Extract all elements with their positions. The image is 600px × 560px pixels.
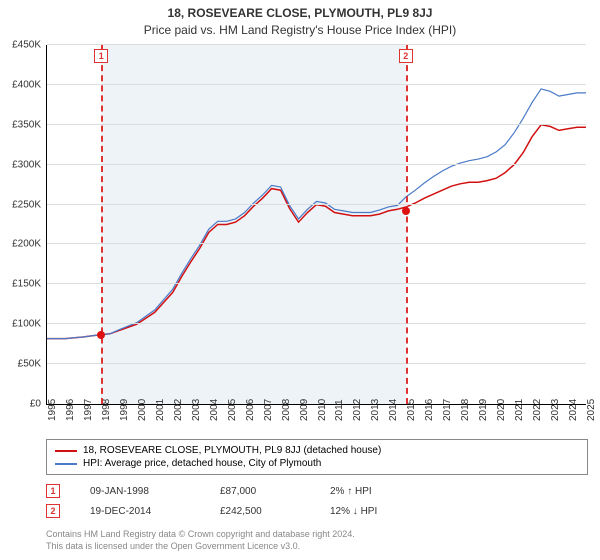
gridline xyxy=(47,283,586,284)
transaction-marker-badge: 1 xyxy=(94,49,108,63)
x-axis-label: 2021 xyxy=(514,399,525,421)
y-axis-label: £50K xyxy=(1,359,41,370)
x-axis-label: 2016 xyxy=(424,399,435,421)
gridline xyxy=(47,164,586,165)
x-axis-label: 1995 xyxy=(47,399,58,421)
transaction-price: £242,500 xyxy=(220,506,300,517)
x-axis-label: 2001 xyxy=(155,399,166,421)
x-axis-label: 2002 xyxy=(173,399,184,421)
chart-subtitle: Price paid vs. HM Land Registry's House … xyxy=(0,20,600,45)
x-axis-label: 2006 xyxy=(245,399,256,421)
plot-area: £0£50K£100K£150K£200K£250K£300K£350K£400… xyxy=(46,45,586,405)
transaction-date: 19-DEC-2014 xyxy=(90,506,190,517)
y-axis-label: £100K xyxy=(1,319,41,330)
legend-item: 18, ROSEVEARE CLOSE, PLYMOUTH, PL9 8JJ (… xyxy=(55,444,579,457)
transaction-delta: 12% ↓ HPI xyxy=(330,506,377,517)
x-axis-label: 2014 xyxy=(388,399,399,421)
gridline xyxy=(47,124,586,125)
x-axis-label: 2010 xyxy=(317,399,328,421)
y-axis-label: £350K xyxy=(1,119,41,130)
y-axis-label: £200K xyxy=(1,239,41,250)
x-axis-label: 2024 xyxy=(568,399,579,421)
y-axis-label: £400K xyxy=(1,79,41,90)
x-axis-label: 2009 xyxy=(299,399,310,421)
x-axis-label: 2019 xyxy=(478,399,489,421)
legend-label: 18, ROSEVEARE CLOSE, PLYMOUTH, PL9 8JJ (… xyxy=(83,445,381,456)
x-axis-label: 2013 xyxy=(370,399,381,421)
transaction-table: 1 09-JAN-1998 £87,000 2% ↑ HPI 2 19-DEC-2014 £… xyxy=(46,481,588,521)
x-axis-label: 1997 xyxy=(83,399,94,421)
gridline xyxy=(47,204,586,205)
transaction-row: 2 19-DEC-2014 £242,500 12% ↓ HPI xyxy=(46,501,588,521)
x-axis-label: 1999 xyxy=(119,399,130,421)
x-axis-label: 2008 xyxy=(281,399,292,421)
x-axis-label: 2018 xyxy=(460,399,471,421)
x-axis-label: 2023 xyxy=(550,399,561,421)
gridline xyxy=(47,44,586,45)
gridline xyxy=(47,84,586,85)
transaction-row: 1 09-JAN-1998 £87,000 2% ↑ HPI xyxy=(46,481,588,501)
x-axis-label: 2012 xyxy=(352,399,363,421)
transaction-date: 09-JAN-1998 xyxy=(90,486,190,497)
x-axis-label: 2000 xyxy=(137,399,148,421)
chart-title: 18, ROSEVEARE CLOSE, PLYMOUTH, PL9 8JJ xyxy=(0,0,600,20)
x-axis-label: 2020 xyxy=(496,399,507,421)
footer-line1: Contains HM Land Registry data © Crown c… xyxy=(46,529,588,541)
series-hpi xyxy=(47,89,586,339)
transaction-index-badge: 2 xyxy=(46,504,60,518)
x-axis-label: 1996 xyxy=(65,399,76,421)
transaction-marker-line xyxy=(406,45,408,404)
y-axis-label: £300K xyxy=(1,159,41,170)
x-axis-label: 2011 xyxy=(334,399,345,421)
x-axis-label: 2003 xyxy=(191,399,202,421)
transaction-delta: 2% ↑ HPI xyxy=(330,486,372,497)
y-axis-label: £0 xyxy=(1,399,41,410)
chart-container: 18, ROSEVEARE CLOSE, PLYMOUTH, PL9 8JJ P… xyxy=(0,0,600,560)
transaction-marker-line xyxy=(101,45,103,404)
x-axis-label: 2007 xyxy=(263,399,274,421)
gridline xyxy=(47,363,586,364)
y-axis-label: £450K xyxy=(1,40,41,51)
transaction-dot xyxy=(402,207,410,215)
series-property xyxy=(47,125,586,339)
x-axis-label: 2005 xyxy=(227,399,238,421)
legend-swatch xyxy=(55,463,77,465)
y-axis-label: £150K xyxy=(1,279,41,290)
legend: 18, ROSEVEARE CLOSE, PLYMOUTH, PL9 8JJ (… xyxy=(46,439,588,475)
legend-item: HPI: Average price, detached house, City… xyxy=(55,457,579,470)
line-plot xyxy=(47,45,586,404)
transaction-dot xyxy=(97,331,105,339)
x-axis-label: 2015 xyxy=(406,399,417,421)
y-axis-label: £250K xyxy=(1,199,41,210)
footer-attribution: Contains HM Land Registry data © Crown c… xyxy=(46,529,588,552)
x-axis-label: 2004 xyxy=(209,399,220,421)
legend-swatch xyxy=(55,450,77,452)
gridline xyxy=(47,323,586,324)
legend-label: HPI: Average price, detached house, City… xyxy=(83,458,321,469)
footer-line2: This data is licensed under the Open Gov… xyxy=(46,541,588,553)
x-axis-label: 2017 xyxy=(442,399,453,421)
gridline xyxy=(47,243,586,244)
transaction-price: £87,000 xyxy=(220,486,300,497)
x-axis-label: 2025 xyxy=(586,399,597,421)
transaction-marker-badge: 2 xyxy=(399,49,413,63)
x-axis-label: 2022 xyxy=(532,399,543,421)
transaction-index-badge: 1 xyxy=(46,484,60,498)
